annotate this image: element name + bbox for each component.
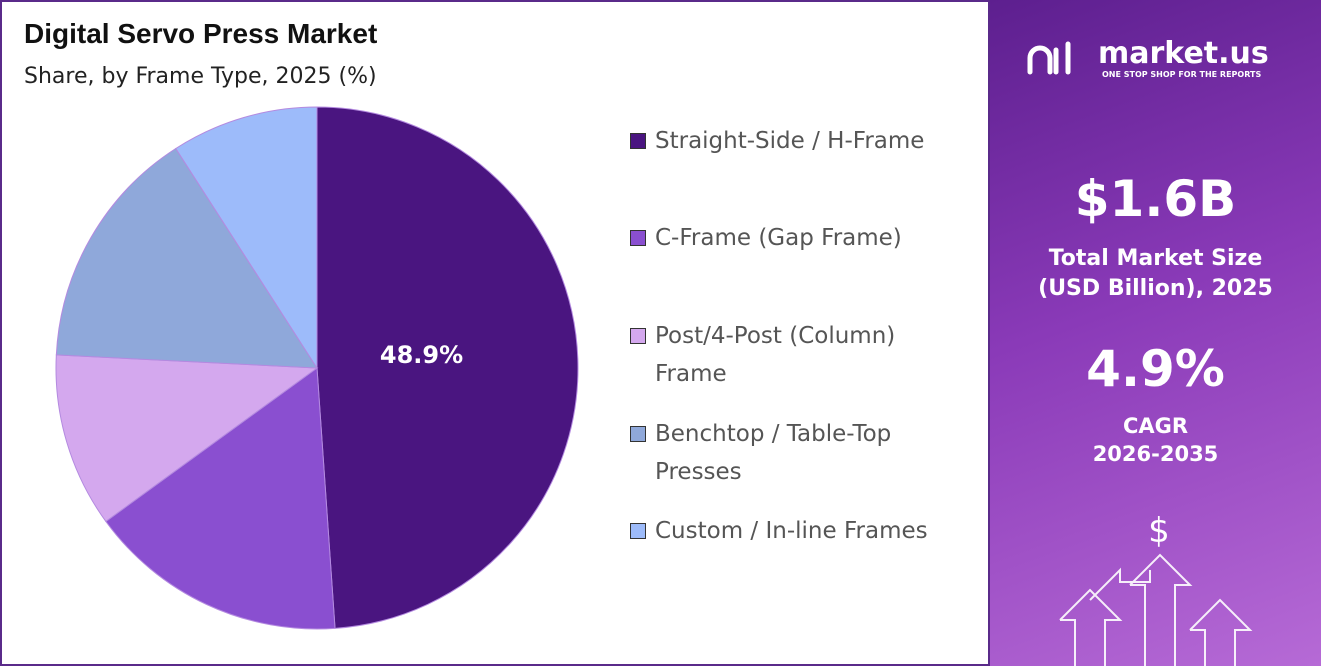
logo-tagline: ONE STOP SHOP FOR THE REPORTS bbox=[1102, 70, 1262, 79]
legend-entry: Straight-Side / H-Frame bbox=[628, 122, 958, 160]
data-label: 48.9% bbox=[380, 341, 463, 369]
legend-swatch bbox=[630, 133, 646, 149]
chart-subtitle: Share, by Frame Type, 2025 (%) bbox=[24, 64, 377, 89]
pie-slice bbox=[316, 106, 579, 629]
legend-entry: Post/4-Post (Column) Frame bbox=[628, 317, 958, 393]
cagr-label: CAGR bbox=[1122, 414, 1189, 438]
legend-entry: Custom / In-line Frames bbox=[628, 512, 958, 550]
pie-slice bbox=[55, 354, 319, 523]
legend-label: Straight-Side / H-Frame bbox=[655, 128, 925, 154]
pie-slice bbox=[105, 367, 336, 630]
cagr: 4.9% bbox=[1086, 340, 1225, 398]
market-size: $1.6B bbox=[1074, 170, 1237, 228]
legend-entry: C-Frame (Gap Frame) bbox=[628, 219, 958, 257]
legend-swatch bbox=[630, 523, 646, 539]
market-size-label: Total Market Size (USD Billion), 2025 bbox=[1038, 246, 1273, 301]
cagr-period: 2026-2035 bbox=[1092, 442, 1219, 466]
legend-label: C-Frame (Gap Frame) bbox=[655, 225, 902, 251]
pie-chart: 48.9% bbox=[55, 106, 579, 630]
legend-label: Post/4-Post (Column) Frame bbox=[655, 323, 896, 387]
pie-slice bbox=[175, 106, 318, 370]
pie-slice bbox=[55, 147, 318, 369]
legend-swatch bbox=[630, 426, 646, 442]
legend-swatch bbox=[630, 328, 646, 344]
legend-label: Custom / In-line Frames bbox=[655, 518, 928, 544]
logo-text: market.us bbox=[1098, 36, 1269, 71]
svg-text:$: $ bbox=[1148, 511, 1170, 551]
chart-panel: Digital Servo Press Market Share, by Fra… bbox=[0, 0, 990, 666]
legend-entry: Benchtop / Table-Top Presses bbox=[628, 415, 958, 491]
legend-label: Benchtop / Table-Top Presses bbox=[655, 421, 892, 485]
side-panel: $ market.us ONE STOP SHOP FOR THE REPORT… bbox=[990, 0, 1321, 666]
legend-swatch bbox=[630, 230, 646, 246]
chart-title: Digital Servo Press Market bbox=[24, 18, 378, 49]
decoration: $ bbox=[1027, 41, 1253, 666]
